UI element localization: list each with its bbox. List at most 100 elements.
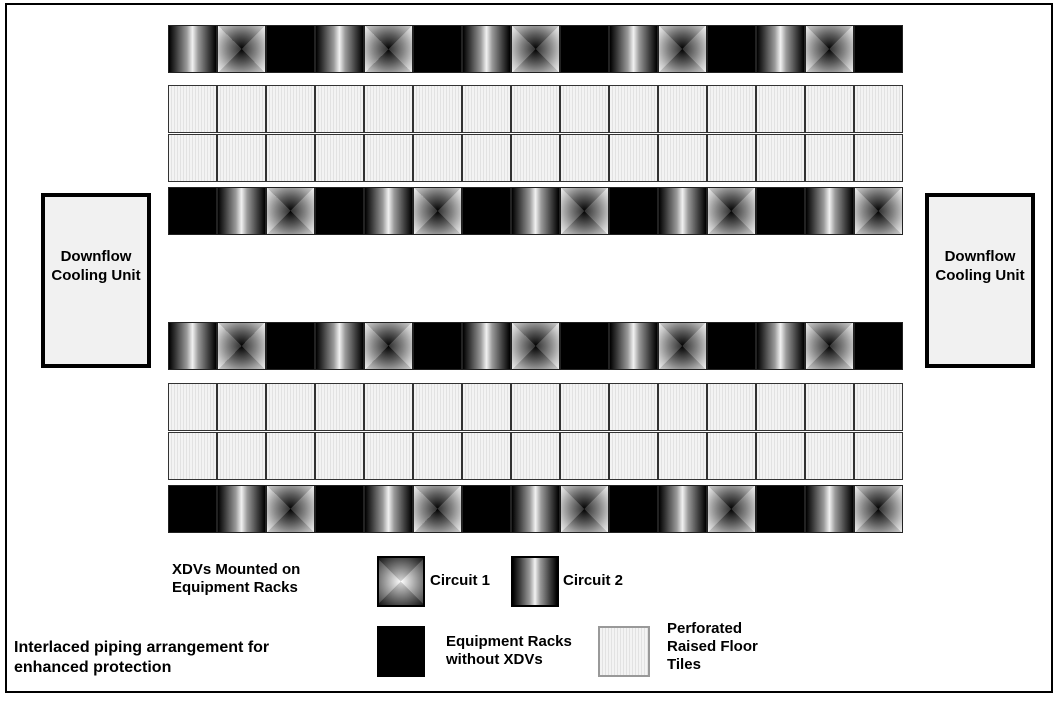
legend-circuit1-swatch — [377, 556, 425, 607]
floor-tile — [217, 85, 266, 133]
floor-tile — [315, 383, 364, 431]
floor-tile — [805, 383, 854, 431]
rack-circuit2 — [217, 187, 266, 235]
rack-circuit1 — [707, 187, 756, 235]
rack-circuit1 — [658, 25, 707, 73]
floor-tile — [217, 383, 266, 431]
rack-circuit1 — [413, 187, 462, 235]
floor-tile — [756, 134, 805, 182]
rack-circuit1 — [364, 25, 413, 73]
rack-circuit1 — [707, 485, 756, 533]
floor-tile — [658, 383, 707, 431]
rack-no-xdv — [266, 25, 315, 73]
floor-tile — [364, 432, 413, 480]
floor-tile — [511, 85, 560, 133]
rack-circuit2 — [168, 25, 217, 73]
floor-tile — [511, 432, 560, 480]
rack-circuit1 — [805, 25, 854, 73]
legend-circuit2-label: Circuit 2 — [563, 572, 624, 589]
rack-circuit2 — [511, 485, 560, 533]
rack-no-xdv — [707, 25, 756, 73]
floor-tile — [560, 134, 609, 182]
floor-tile — [413, 85, 462, 133]
rack-no-xdv — [854, 322, 903, 370]
rack-circuit2 — [462, 25, 511, 73]
floor-tile — [413, 432, 462, 480]
rack-no-xdv — [609, 187, 658, 235]
rack-circuit1 — [266, 485, 315, 533]
legend-circuit1-label: Circuit 1 — [430, 572, 491, 589]
legend-xdv-label: XDVs Mounted on Equipment Racks — [172, 561, 301, 596]
rack-no-xdv — [854, 25, 903, 73]
rack-no-xdv — [315, 187, 364, 235]
floor-tile — [560, 383, 609, 431]
floor-tile — [756, 85, 805, 133]
rack-no-xdv — [168, 485, 217, 533]
rack-circuit1 — [854, 187, 903, 235]
rack-circuit1 — [854, 485, 903, 533]
floor-tile — [560, 85, 609, 133]
floor-tile — [756, 432, 805, 480]
left-cooling-unit-label: Downflow Cooling Unit — [51, 248, 141, 284]
rack-circuit1 — [217, 25, 266, 73]
rack-circuit2 — [756, 322, 805, 370]
floor-tile — [609, 134, 658, 182]
floor-tile — [168, 383, 217, 431]
floor-tile — [707, 432, 756, 480]
floor-tile — [315, 85, 364, 133]
rack-no-xdv — [462, 187, 511, 235]
floor-tile — [462, 383, 511, 431]
floor-tile — [266, 432, 315, 480]
rack-circuit2 — [364, 485, 413, 533]
rack-no-xdv — [413, 25, 462, 73]
rack-circuit1 — [511, 322, 560, 370]
rack-no-xdv — [560, 322, 609, 370]
rack-circuit2 — [168, 322, 217, 370]
floor-tile — [756, 383, 805, 431]
rack-circuit2 — [609, 322, 658, 370]
rack-no-xdv — [266, 322, 315, 370]
floor-tile — [658, 85, 707, 133]
floor-tile — [462, 85, 511, 133]
floor-tile — [854, 134, 903, 182]
floor-tile — [609, 432, 658, 480]
rack-circuit2 — [609, 25, 658, 73]
rack-circuit2 — [364, 187, 413, 235]
floor-tile — [364, 383, 413, 431]
rack-circuit2 — [805, 485, 854, 533]
rack-no-xdv — [756, 187, 805, 235]
floor-tile — [560, 432, 609, 480]
rack-circuit1 — [511, 25, 560, 73]
rack-no-xdv — [413, 322, 462, 370]
floor-tile — [462, 134, 511, 182]
legend-rack-swatch — [377, 626, 425, 677]
rack-circuit1 — [560, 485, 609, 533]
rack-no-xdv — [609, 485, 658, 533]
floor-tile — [511, 134, 560, 182]
floor-tile — [217, 432, 266, 480]
floor-tile — [168, 134, 217, 182]
rack-circuit2 — [217, 485, 266, 533]
right-cooling-unit: Downflow Cooling Unit — [925, 193, 1035, 368]
floor-tile — [707, 383, 756, 431]
rack-circuit1 — [413, 485, 462, 533]
floor-tile — [364, 85, 413, 133]
floor-tile — [854, 383, 903, 431]
rack-no-xdv — [707, 322, 756, 370]
rack-no-xdv — [462, 485, 511, 533]
floor-tile — [805, 432, 854, 480]
rack-circuit1 — [805, 322, 854, 370]
legend-tile-swatch — [598, 626, 650, 677]
floor-tile — [364, 134, 413, 182]
floor-tile — [315, 432, 364, 480]
floor-tile — [266, 383, 315, 431]
rack-circuit2 — [511, 187, 560, 235]
floor-tile — [609, 85, 658, 133]
rack-circuit2 — [805, 187, 854, 235]
left-cooling-unit: Downflow Cooling Unit — [41, 193, 151, 368]
legend-rack-label: Equipment Racks without XDVs — [446, 633, 572, 668]
floor-tile — [658, 134, 707, 182]
rack-no-xdv — [756, 485, 805, 533]
rack-circuit2 — [315, 322, 364, 370]
rack-circuit1 — [364, 322, 413, 370]
